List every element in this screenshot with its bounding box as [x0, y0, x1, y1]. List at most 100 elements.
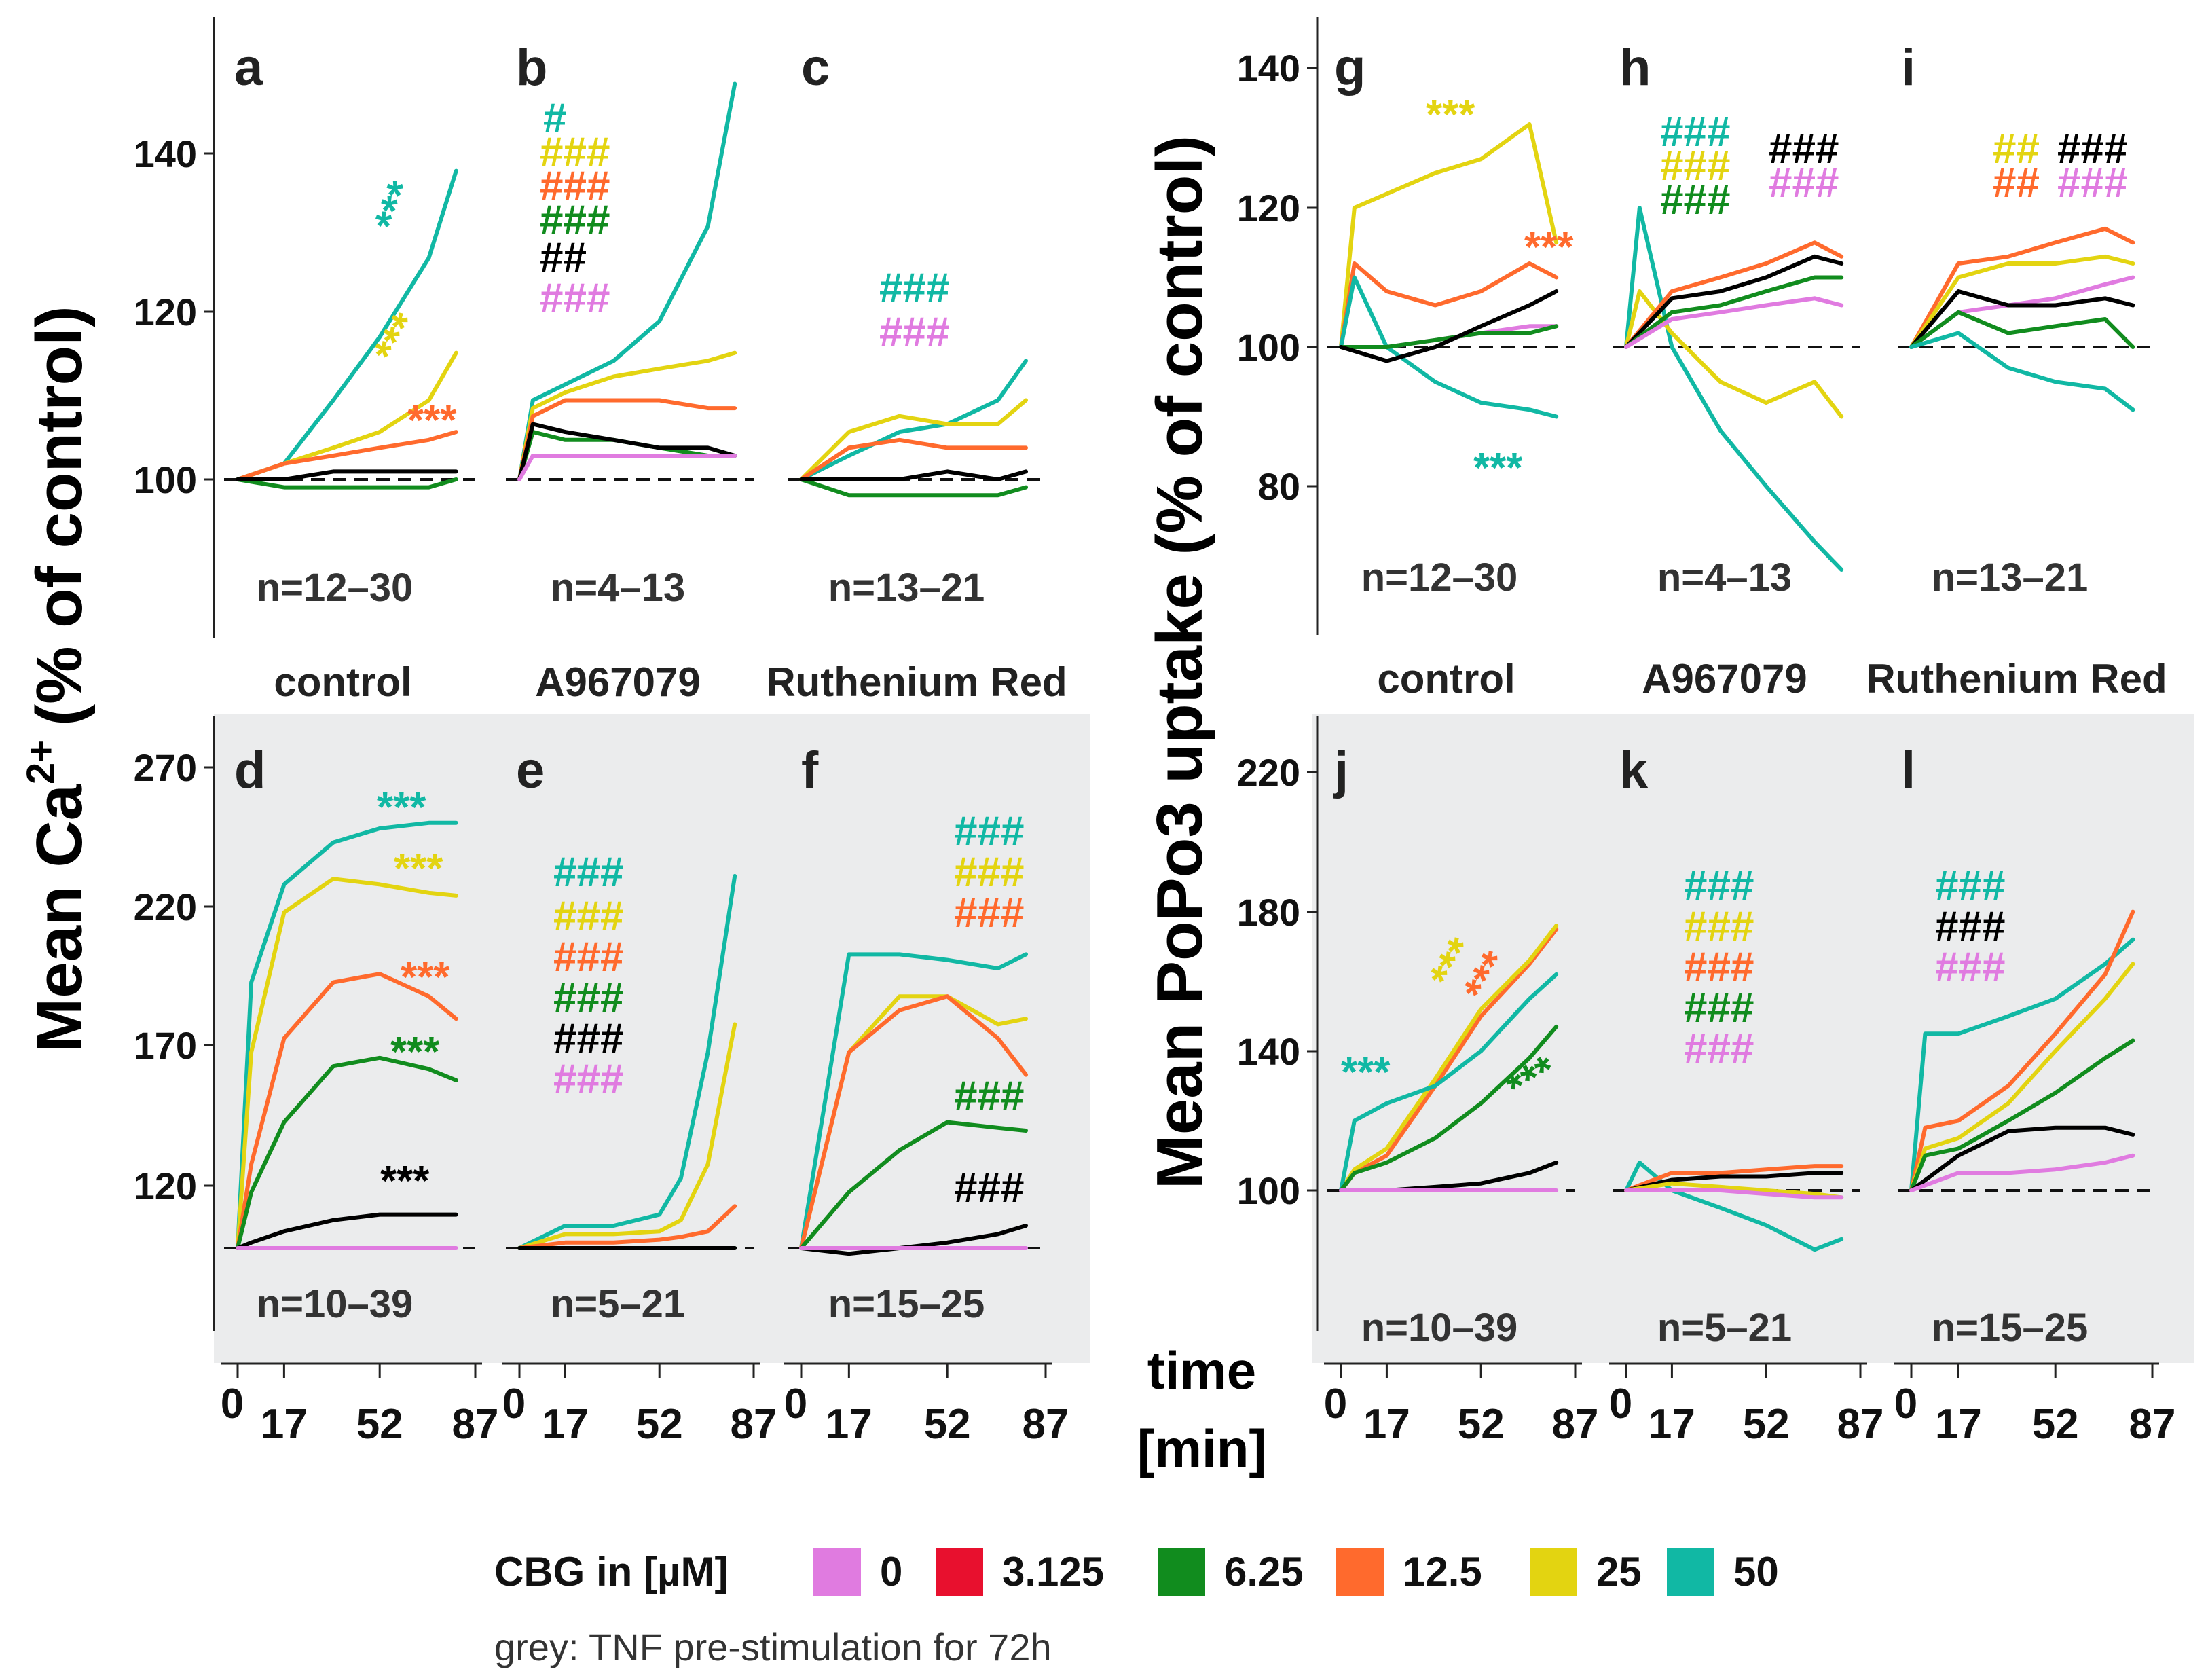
series-line-i-6_25 [1909, 310, 2135, 349]
plot-layer [224, 81, 2152, 1256]
series-line-b-black [517, 422, 737, 481]
time-unit-label: [min] [1137, 1419, 1267, 1478]
significance-stars: *** [380, 1158, 430, 1205]
series-line-g-6_25 [1339, 324, 1559, 349]
series-line-b-50 [517, 81, 737, 481]
series-line-c-6_25 [799, 477, 1028, 498]
series-line-e-25 [517, 1022, 737, 1250]
panel-label-c: c [801, 39, 830, 96]
significance-hash: ### [553, 893, 623, 940]
significance-hash: ### [954, 849, 1024, 896]
legend-swatch [1336, 1548, 1384, 1596]
sample-size-j: n=10–39 [1361, 1306, 1518, 1350]
significance-stars: *** [365, 175, 426, 237]
x-tick-label: 0 [1609, 1381, 1632, 1427]
sample-size-c: n=13–21 [828, 566, 985, 610]
significance-hash: ### [1684, 862, 1754, 909]
series-line-a-12_5 [236, 430, 458, 481]
series-line-g-50 [1339, 275, 1559, 419]
x-tick-label: 0 [221, 1381, 244, 1427]
series-line-c-25 [799, 398, 1028, 481]
x-tick-label: 17 [1363, 1401, 1410, 1448]
significance-hash: ### [2057, 160, 2127, 206]
series-line-d-6_25 [236, 1055, 458, 1250]
condition-label-control: control [274, 659, 411, 705]
x-tick-label: 87 [731, 1401, 777, 1448]
significance-hash: ### [1935, 862, 2005, 909]
significance-hash: ### [1769, 126, 1839, 172]
x-tick-label: 87 [1837, 1401, 1884, 1448]
series-line-k-25 [1624, 1181, 1844, 1200]
legend-title: CBG in [µM] [494, 1549, 729, 1594]
series-line-f-6_25 [799, 1120, 1028, 1250]
sample-size-e: n=5–21 [551, 1282, 685, 1326]
x-tick-label: 87 [1023, 1401, 1069, 1448]
y-tick-label: 100 [134, 458, 197, 501]
panel-label-f: f [801, 742, 819, 799]
significance-stars: *** [377, 784, 426, 831]
series-line-k-black [1624, 1171, 1844, 1192]
significance-stars: *** [394, 845, 443, 892]
series-line-f-12_5 [799, 994, 1028, 1250]
series-line-a-6_25 [236, 477, 458, 490]
condition-label-ruthenium-red: Ruthenium Red [766, 659, 1067, 705]
significance-stars: *** [1426, 92, 1475, 139]
x-tick-label: 87 [1552, 1401, 1599, 1448]
significance-hash: ## [1993, 160, 2040, 206]
panel-label-a: a [234, 39, 263, 96]
sample-size-k: n=5–21 [1657, 1306, 1792, 1350]
series-line-e-50 [517, 874, 737, 1250]
significance-hash: ### [1684, 985, 1754, 1031]
x-tick-label: 52 [924, 1401, 971, 1448]
legend: CBG in [µM] 0 3.125 6.25 12.5 25 50 grey… [494, 1548, 1779, 1668]
significance-stars: *** [407, 397, 457, 444]
x-tick-label: 52 [1743, 1401, 1790, 1448]
y-tick-label: 180 [1237, 891, 1300, 934]
sample-size-b: n=4–13 [551, 566, 685, 610]
series-line-l-25 [1909, 962, 2135, 1192]
significance-hash: ### [1684, 944, 1754, 991]
series-line-e-12_5 [517, 1204, 737, 1250]
significance-stars: *** [1524, 224, 1574, 271]
y-tick-label: 170 [134, 1024, 197, 1067]
y-tick-label: 120 [1237, 187, 1300, 230]
x-tick-label: 52 [1458, 1401, 1505, 1448]
series-line-i-25 [1909, 254, 2135, 349]
series-line-b-12_5 [517, 398, 737, 481]
legend-swatch [1667, 1548, 1714, 1596]
legend-swatch [813, 1548, 861, 1596]
panel-label-j: j [1333, 742, 1348, 799]
series-line-b-0 [517, 454, 737, 481]
x-tick-label: 0 [784, 1381, 807, 1427]
series-line-g-25 [1339, 122, 1559, 349]
condition-label-a967079: A967079 [535, 659, 701, 705]
x-tick-label: 17 [261, 1401, 308, 1448]
y-tick-label: 220 [134, 885, 197, 928]
panel-label-d: d [234, 742, 265, 799]
series-line-g-black [1339, 289, 1559, 363]
y-tick-label: 140 [1237, 47, 1300, 90]
significance-hash: ## [540, 234, 587, 281]
y-tick-label: 120 [134, 1165, 197, 1207]
series-line-f-50 [799, 952, 1028, 1250]
series-line-k-0 [1624, 1188, 1844, 1200]
significance-hash: ### [1660, 143, 1730, 189]
right-y-axis-title: Mean PoPo3 uptake (% of control) [1143, 135, 1216, 1189]
significance-hash: ### [1769, 160, 1839, 206]
significance-hash: ### [540, 275, 610, 322]
series-line-f-black [799, 1224, 1028, 1256]
y-tick-label: 140 [1237, 1030, 1300, 1073]
sample-size-i: n=13–21 [1932, 555, 2089, 600]
significance-hash: ### [540, 163, 610, 210]
y-tick-label: 270 [134, 746, 197, 789]
significance-hash: ### [553, 849, 623, 896]
left-y-axis-title: Mean Ca2+(% of control) [19, 306, 96, 1052]
series-line-l-6_25 [1909, 1038, 2135, 1192]
y-tick-label: 120 [134, 291, 197, 333]
series-line-k-12_5 [1624, 1164, 1844, 1192]
series-line-l-12_5 [1909, 909, 2135, 1192]
y-tick-marks [204, 67, 1317, 1192]
y-tick-label: 100 [1237, 326, 1300, 369]
series-line-d-25 [236, 877, 458, 1250]
